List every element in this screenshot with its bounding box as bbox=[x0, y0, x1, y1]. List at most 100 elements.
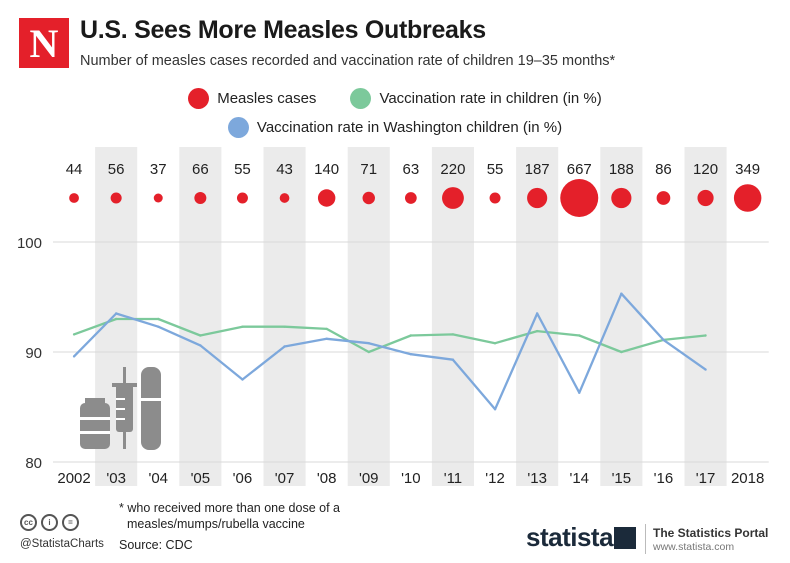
vaccination-wa-line bbox=[73, 292, 707, 411]
measles-value-label: 66 bbox=[192, 161, 209, 178]
measles-value-label: 349 bbox=[735, 161, 760, 178]
legend-item-vaccination-us: Vaccination rate in children (in %) bbox=[350, 88, 602, 109]
vaccination-wa-line-point bbox=[409, 353, 413, 356]
measles-bubble bbox=[69, 193, 79, 203]
portal-title: The Statistics Portal bbox=[653, 526, 769, 540]
vaccination-us-line-point bbox=[367, 350, 370, 354]
chart-subtitle: Number of measles cases recorded and vac… bbox=[80, 53, 616, 69]
vaccination-wa-line-point bbox=[620, 292, 623, 295]
x-tick-label: '07 bbox=[275, 470, 295, 487]
measles-value-label: 140 bbox=[314, 161, 339, 178]
vaccination-wa-line-point bbox=[114, 312, 118, 315]
y-tick-label: 90 bbox=[25, 345, 42, 362]
measles-value-label: 220 bbox=[440, 161, 465, 178]
x-tick-label: 2018 bbox=[731, 470, 764, 487]
legend-item-measles: Measles cases bbox=[188, 88, 316, 109]
measles-bubble bbox=[153, 193, 163, 203]
x-tick-label: '11 bbox=[444, 470, 462, 487]
statista-logo-icon bbox=[614, 527, 636, 549]
measles-bubble bbox=[733, 184, 762, 212]
x-tick-label: 2002 bbox=[57, 470, 90, 487]
vaccination-wa-line-point bbox=[662, 338, 665, 342]
x-tick-label: '04 bbox=[148, 470, 168, 487]
measles-value-label: 63 bbox=[403, 161, 420, 178]
creative-commons-icon[interactable]: cc bbox=[20, 514, 37, 531]
measles-value-label: 86 bbox=[655, 161, 672, 178]
x-tick-label: '17 bbox=[696, 470, 716, 487]
vaccination-wa-line-point bbox=[535, 312, 539, 315]
x-tick-label: '15 bbox=[612, 470, 632, 487]
vaccination-us-line-point bbox=[451, 333, 455, 336]
column-band bbox=[263, 147, 306, 486]
vaccine-icon bbox=[80, 367, 161, 450]
no-derivatives-icon[interactable]: = bbox=[62, 514, 79, 531]
chart-title: U.S. Sees More Measles Outbreaks bbox=[80, 16, 486, 44]
vaccination-wa-line-point bbox=[199, 344, 202, 347]
footnote: * who received more than one dose of a m… bbox=[119, 500, 340, 532]
legend-row-2: Vaccination rate in Washington children … bbox=[0, 117, 790, 138]
vaccination-us-line-point bbox=[241, 325, 244, 328]
vaccination-us-line-point bbox=[325, 327, 328, 331]
measles-bubble bbox=[279, 193, 290, 203]
legend-row-1: Measles cases Vaccination rate in childr… bbox=[0, 88, 790, 109]
measles-value-label: 55 bbox=[487, 161, 504, 178]
vaccination-us-line-point bbox=[409, 334, 413, 337]
x-tick-label: '05 bbox=[191, 470, 211, 487]
vaccination-us-line-point bbox=[199, 334, 202, 337]
vaccination-wa-line-point bbox=[578, 391, 581, 394]
footnote-line-2: measles/mumps/rubella vaccine bbox=[127, 517, 305, 531]
gridlines bbox=[53, 241, 769, 463]
x-tick-label: '03 bbox=[106, 470, 126, 487]
measles-value-label: 43 bbox=[276, 161, 293, 178]
vaccination-us-line-point bbox=[157, 317, 160, 321]
vaccination-wa-line-point bbox=[72, 355, 76, 358]
legend-label-measles: Measles cases bbox=[217, 90, 317, 107]
vaccination-wa-line-point bbox=[241, 378, 244, 381]
measles-value-label: 120 bbox=[693, 161, 718, 178]
measles-bubble bbox=[317, 189, 336, 207]
vaccination-wa-line-point bbox=[325, 337, 328, 340]
measles-bubble bbox=[656, 191, 671, 205]
attribution-icon[interactable]: i bbox=[41, 514, 58, 531]
measles-value-label: 37 bbox=[150, 161, 167, 178]
vaccination-us-line-point bbox=[493, 342, 497, 345]
x-tick-label: '06 bbox=[233, 470, 253, 487]
measles-bubble bbox=[527, 187, 548, 209]
vaccination-us-line-point bbox=[114, 317, 118, 321]
portal-divider bbox=[645, 524, 646, 554]
vaccination-wa-line-point bbox=[283, 345, 286, 348]
x-tick-label: '09 bbox=[359, 470, 379, 487]
measles-bubble bbox=[442, 187, 464, 209]
vaccination-us-line-point bbox=[620, 350, 623, 354]
measles-bubble bbox=[697, 189, 714, 207]
measles-value-label: 55 bbox=[234, 161, 251, 178]
legend-label-vaccination-us: Vaccination rate in children (in %) bbox=[379, 90, 602, 107]
measles-value-label: 667 bbox=[567, 161, 592, 178]
measles-bubble bbox=[110, 192, 122, 204]
measles-bubble bbox=[611, 187, 632, 209]
x-tick-label: '10 bbox=[401, 470, 421, 487]
measles-bubble bbox=[194, 192, 207, 204]
measles-value-label: 71 bbox=[360, 161, 377, 178]
vaccination-us-line-point bbox=[283, 325, 286, 328]
x-tick-label: '14 bbox=[569, 470, 589, 487]
x-tick-label: '12 bbox=[485, 470, 505, 487]
measles-bubble bbox=[362, 191, 375, 205]
source-text: Source: CDC bbox=[119, 538, 193, 552]
x-tick-label: '08 bbox=[317, 470, 337, 487]
chart-labels: 80 90 100 44 56 37 66 55 43 140 71 63 220 55 187 667 188… bbox=[17, 161, 764, 487]
measles-value-label: 188 bbox=[609, 161, 634, 178]
legend-label-vaccination-wa: Vaccination rate in Washington children … bbox=[256, 119, 563, 136]
x-tick-label: '13 bbox=[527, 470, 547, 487]
footnote-line-1: * who received more than one dose of a bbox=[119, 501, 340, 515]
portal-url[interactable]: www.statista.com bbox=[653, 541, 735, 553]
legend-swatch-measles bbox=[188, 88, 210, 109]
measles-bubbles bbox=[69, 179, 762, 217]
statista-handle[interactable]: @StatistaCharts bbox=[20, 538, 104, 550]
statista-logo[interactable]: statista bbox=[526, 522, 614, 552]
legend-swatch-vaccination-us bbox=[350, 88, 372, 109]
newsweek-logo: N bbox=[19, 18, 69, 68]
license-icons: cc i = bbox=[20, 514, 79, 531]
x-tick-label: '16 bbox=[654, 470, 674, 487]
